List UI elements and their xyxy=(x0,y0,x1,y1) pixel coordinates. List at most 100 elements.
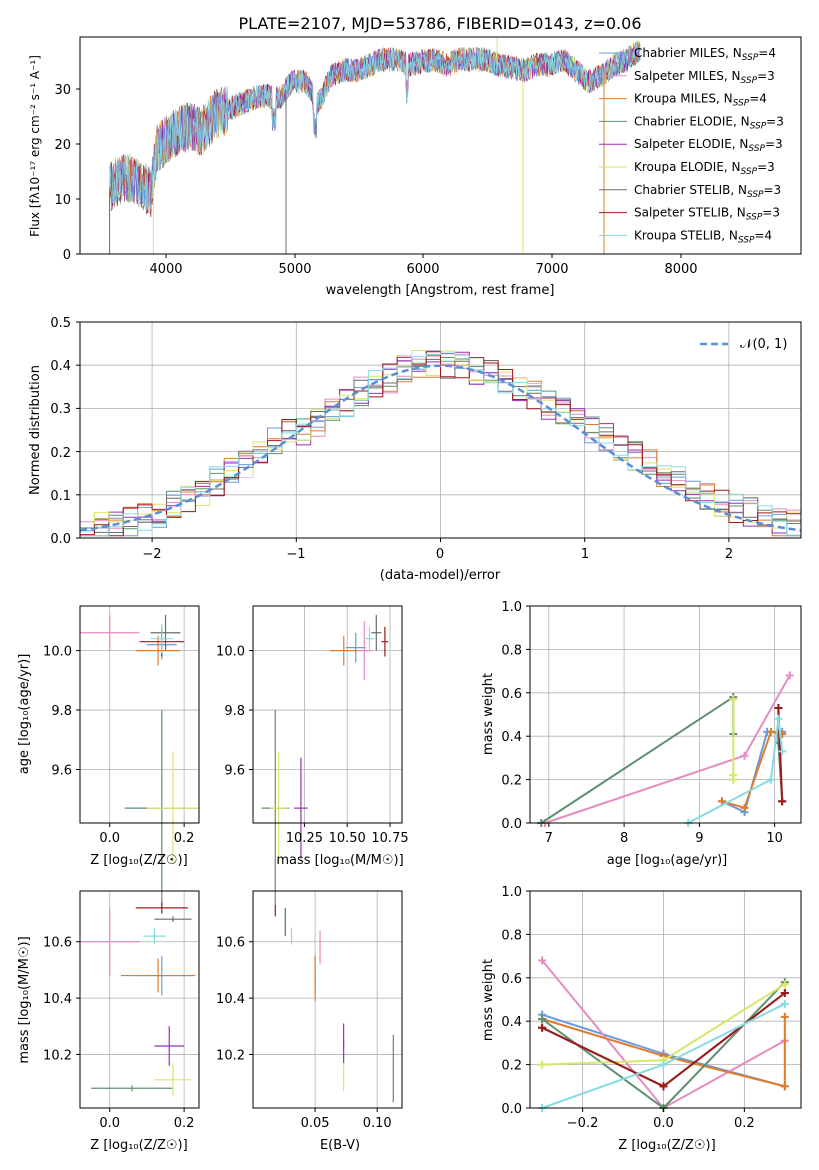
residual-xlabel: (data-model)/error xyxy=(380,568,501,583)
spectrum-xtick-label: 6000 xyxy=(406,262,439,277)
mass-z-ylabel: mass [log₁₀(M/M☉)] xyxy=(17,936,32,1063)
weight-age-ylabel: mass weight xyxy=(481,673,496,755)
panel-ytick-label: 10.2 xyxy=(43,1048,72,1063)
spectrum-legend-label: Kroupa ELODIE, NSSP=3 xyxy=(634,160,775,177)
residual-xtick-label: 2 xyxy=(725,547,733,562)
residual-xtick-label: 1 xyxy=(581,547,589,562)
age-vs-mass-panel: 10.25 10.50 10.75 9.6 9.8 10.0 xyxy=(216,605,409,907)
panel-ytick-label: 0.0 xyxy=(501,1102,522,1117)
weight-z-ylabel: mass weight xyxy=(481,959,496,1041)
weight-vs-age-panel: 7 8 9 10 0.0 0.2 0.4 0.6 0.8 1.0 xyxy=(501,600,802,846)
panel-ytick-label: 9.8 xyxy=(224,704,245,719)
spectrum-ytick-label: 10 xyxy=(54,193,71,208)
panel-ytick-label: 0.2 xyxy=(501,774,522,789)
weight-z-xlabel: Z [log₁₀(Z/Z☉)] xyxy=(618,1138,715,1153)
panel-frame xyxy=(529,890,802,1109)
age-vs-metallicity-panel: 0.0 0.2 9.6 9.8 10.0 xyxy=(43,605,200,907)
residual-ytick-label: 0.4 xyxy=(50,359,71,374)
panel-xtick-label: 0.2 xyxy=(174,1116,195,1131)
panel-ytick-label: 0.4 xyxy=(501,730,522,745)
residual-ylabel: Normed distribution xyxy=(28,365,43,495)
mass-z-xlabel: Z [log₁₀(Z/Z☉)] xyxy=(90,1138,187,1153)
panel-ytick-label: 10.4 xyxy=(216,992,245,1007)
spectrum-plot-area xyxy=(109,37,641,254)
panel-frame xyxy=(252,890,403,1109)
panel-ytick-label: 9.6 xyxy=(224,763,245,778)
panel-ytick-label: 9.8 xyxy=(51,704,72,719)
panel-xtick-label: 8 xyxy=(620,831,628,846)
panel-ytick-label: 0.6 xyxy=(501,972,522,987)
spectrum-panel: PLATE=2107, MJD=53786, FIBERID=0143, z=0… xyxy=(28,14,802,298)
panel-ytick-label: 10.6 xyxy=(216,936,245,951)
residual-ytick-label: 0.1 xyxy=(50,489,71,504)
panel-frame xyxy=(79,605,200,824)
spectrum-legend-label: Kroupa STELIB, NSSP=4 xyxy=(634,228,772,245)
residual-xtick-label: −2 xyxy=(142,547,161,562)
panel-ytick-label: 9.6 xyxy=(51,763,72,778)
mass-ebv-xlabel: E(B-V) xyxy=(320,1138,360,1153)
residual-ytick-label: 0.0 xyxy=(50,532,71,547)
panel-xtick-label: 7 xyxy=(545,831,553,846)
spectrum-legend-label: Salpeter MILES, NSSP=3 xyxy=(634,69,775,86)
normal-curve xyxy=(79,364,802,532)
panel-xtick-label: 9 xyxy=(695,831,703,846)
weight-series-line xyxy=(687,718,784,824)
age-z-xlabel: Z [log₁₀(Z/Z☉)] xyxy=(90,853,187,868)
mass-vs-extinction-panel: 0.05 0.10 10.2 10.4 10.6 xyxy=(216,890,403,1131)
panel-ytick-label: 0.8 xyxy=(501,928,522,943)
spectrum-ylabel: Flux [fλ10⁻¹⁷ erg cm⁻² s⁻¹ A⁻¹] xyxy=(28,55,42,237)
spectrum-ytick-label: 20 xyxy=(54,138,71,153)
residual-xtick-label: −1 xyxy=(286,547,305,562)
panel-xtick-label: 0.0 xyxy=(99,1116,120,1131)
panel-ytick-label: 10.6 xyxy=(43,936,72,951)
residual-ytick-label: 0.2 xyxy=(50,446,71,461)
age-mass-xlabel: mass [log₁₀(M/M☉)] xyxy=(276,853,403,868)
mass-vs-metallicity-panel: 0.0 0.2 10.2 10.4 10.6 xyxy=(43,890,200,1131)
panel-ytick-label: 10.0 xyxy=(216,645,245,660)
spectrum-axes-frame xyxy=(79,36,802,255)
spectrum-xtick-label: 7000 xyxy=(535,262,568,277)
panel-xtick-label: −0.2 xyxy=(567,1116,599,1131)
panel-frame xyxy=(79,890,200,1109)
residual-ytick-label: 0.3 xyxy=(50,402,71,417)
panel-ytick-label: 10.0 xyxy=(43,645,72,660)
spectrum-xtick-label: 4000 xyxy=(149,262,182,277)
residual-plot-area xyxy=(79,350,802,537)
panel-ytick-label: 10.2 xyxy=(216,1048,245,1063)
panel-ytick-label: 0.8 xyxy=(501,643,522,658)
panel-ytick-label: 0.0 xyxy=(501,817,522,832)
spectrum-legend-label: Kroupa MILES, NSSP=4 xyxy=(634,92,767,109)
panel-ytick-label: 0.2 xyxy=(501,1059,522,1074)
weight-age-xlabel: age [log₁₀(age/yr)] xyxy=(607,853,728,868)
residual-histogram-series xyxy=(80,352,801,537)
normal-legend-label: 𝒩(0, 1) xyxy=(740,337,787,352)
weight-series-line xyxy=(540,695,735,824)
panel-ytick-label: 0.6 xyxy=(501,687,522,702)
spectrum-xlabel: wavelength [Angstrom, rest frame] xyxy=(326,283,555,298)
spectrum-title: PLATE=2107, MJD=53786, FIBERID=0143, z=0… xyxy=(238,14,641,33)
panel-xtick-label: 0.0 xyxy=(99,831,120,846)
age-z-ylabel: age [log₁₀(age/yr)] xyxy=(17,654,32,775)
panel-xtick-label: 10.75 xyxy=(371,831,408,846)
panel-xtick-label: 0.10 xyxy=(363,1116,392,1131)
weight-vs-metallicity-panel: −0.2 0.0 0.2 0.0 0.2 0.4 0.6 0.8 1.0 xyxy=(501,885,802,1131)
panel-xtick-label: 10.50 xyxy=(329,831,366,846)
residual-histogram-series xyxy=(80,351,801,537)
spectrum-legend: Chabrier MILES, NSSP=4 Salpeter MILES, NS… xyxy=(599,46,784,245)
panel-frame xyxy=(252,605,403,824)
spectrum-y-ticks: 0 10 20 30 xyxy=(54,83,80,263)
spectrum-xtick-label: 8000 xyxy=(664,262,697,277)
spectrum-xtick-label: 5000 xyxy=(278,262,311,277)
panel-ytick-label: 0.4 xyxy=(501,1015,522,1030)
panel-frame xyxy=(529,605,802,824)
residual-ytick-label: 0.5 xyxy=(50,316,71,331)
panel-xtick-label: 0.2 xyxy=(174,831,195,846)
spectrum-legend-label: Salpeter ELODIE, NSSP=3 xyxy=(634,137,783,154)
residual-ticks: −2 −1 0 1 2 0.0 0.1 0.2 0.3 0.4 0.5 xyxy=(50,316,733,562)
spectrum-legend-label: Salpeter STELIB, NSSP=3 xyxy=(634,206,780,223)
panel-ytick-label: 1.0 xyxy=(501,885,522,900)
residual-legend: 𝒩(0, 1) xyxy=(700,337,787,352)
spectrum-ytick-label: 0 xyxy=(63,248,71,263)
panel-xtick-label: 10.25 xyxy=(286,831,323,846)
